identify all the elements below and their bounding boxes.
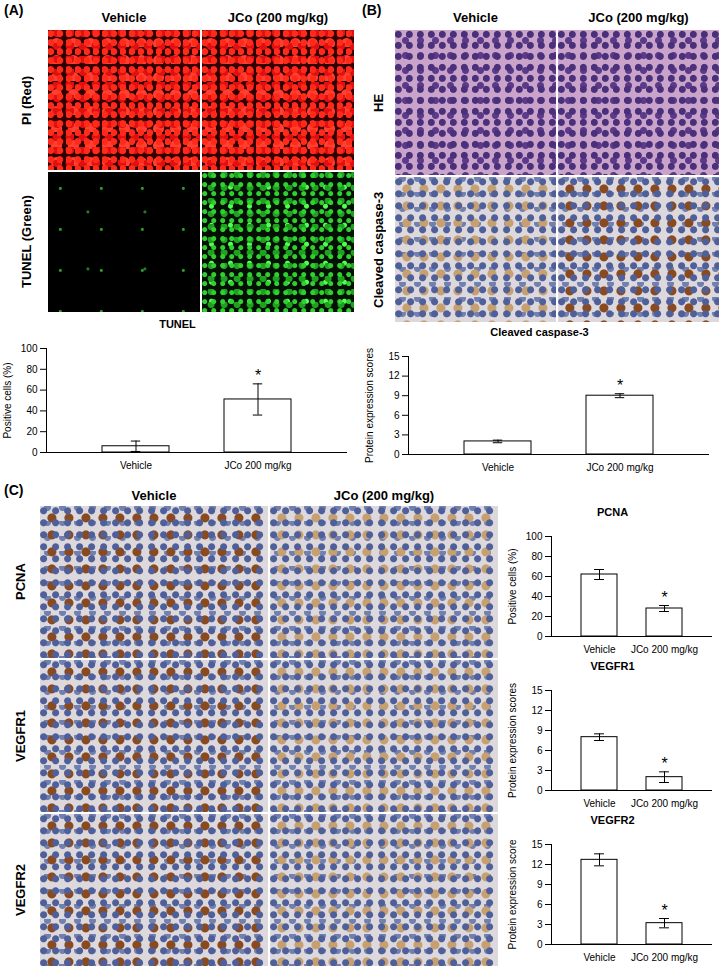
svg-text:*: *: [661, 589, 667, 606]
html-text:(C): (C): [4, 482, 24, 498]
html-text:JCo (200 mg/kg): JCo (200 mg/kg): [588, 10, 689, 25]
svg-text:9: 9: [537, 725, 543, 736]
html-text:HE: HE: [370, 93, 386, 112]
svg-text:12: 12: [531, 859, 543, 870]
html-text:PCNA: PCNA: [12, 563, 28, 601]
html-text:PCNA: PCNA: [596, 506, 629, 518]
svg-text:Vehicle: Vehicle: [583, 644, 616, 655]
svg-text:Protein expression scores: Protein expression scores: [364, 348, 375, 463]
svg-text:0: 0: [537, 785, 543, 796]
html-text:VEGFR2: VEGFR2: [12, 864, 28, 916]
svg-text:20: 20: [26, 426, 38, 437]
svg-text:Positive cells (%): Positive cells (%): [2, 362, 13, 438]
html-text:TUNEL: TUNEL: [159, 318, 196, 330]
svg-text:Positive cells (%): Positive cells (%): [507, 548, 518, 624]
html-text:TUNEL (Green): TUNEL (Green): [18, 195, 34, 289]
svg-text:9: 9: [394, 390, 400, 401]
svg-text:Vehicle: Vehicle: [583, 952, 616, 963]
svg-text:0: 0: [394, 449, 400, 460]
svg-text:60: 60: [26, 384, 38, 395]
html-text:VEGFR2: VEGFR2: [590, 814, 635, 826]
svg-text:0: 0: [537, 631, 543, 642]
html-text:Cleaved caspase-3: Cleaved caspase-3: [490, 326, 589, 338]
svg-text:JCo 200 mg/kg: JCo 200 mg/kg: [586, 462, 653, 473]
svg-text:100: 100: [526, 531, 543, 542]
svg-text:100: 100: [21, 343, 38, 354]
svg-text:Protein expression scores: Protein expression scores: [507, 683, 518, 798]
html-text:(A): (A): [4, 2, 24, 18]
svg-text:12: 12: [388, 370, 400, 381]
svg-text:3: 3: [537, 919, 543, 930]
svg-text:Vehicle: Vehicle: [583, 798, 616, 809]
svg-text:15: 15: [531, 839, 543, 850]
svg-text:JCo 200 mg/kg: JCo 200 mg/kg: [631, 644, 698, 655]
svg-text:40: 40: [26, 405, 38, 416]
html-text:(B): (B): [362, 2, 382, 18]
html-text:VEGFR1: VEGFR1: [590, 660, 635, 672]
svg-text:6: 6: [537, 899, 543, 910]
svg-text:*: *: [661, 902, 667, 919]
svg-text:9: 9: [537, 879, 543, 890]
html-text:JCo (200 mg/kg): JCo (200 mg/kg): [333, 488, 435, 503]
svg-text:*: *: [661, 755, 667, 772]
html-text:Vehicle: Vehicle: [131, 488, 177, 503]
svg-text:JCo 200 mg/kg: JCo 200 mg/kg: [224, 460, 291, 471]
svg-text:60: 60: [531, 571, 543, 582]
html-text:Vehicle: Vehicle: [101, 10, 147, 25]
svg-text:0: 0: [32, 447, 38, 458]
svg-text:15: 15: [531, 685, 543, 696]
svg-text:Vehicle: Vehicle: [482, 462, 515, 473]
svg-text:JCo 200 mg/kg: JCo 200 mg/kg: [631, 952, 698, 963]
svg-text:12: 12: [531, 705, 543, 716]
svg-text:6: 6: [537, 745, 543, 756]
html-text:JCo (200 mg/kg): JCo (200 mg/kg): [227, 10, 329, 25]
svg-text:*: *: [255, 367, 261, 384]
svg-text:40: 40: [531, 591, 543, 602]
svg-text:20: 20: [531, 611, 543, 622]
html-text:Cleaved caspase-3: Cleaved caspase-3: [370, 191, 386, 308]
svg-text:80: 80: [531, 551, 543, 562]
svg-text:Protein expression score: Protein expression score: [507, 839, 518, 949]
svg-text:80: 80: [26, 364, 38, 375]
svg-text:6: 6: [394, 410, 400, 421]
svg-text:Vehicle: Vehicle: [120, 460, 153, 471]
html-text:VEGFR1: VEGFR1: [12, 710, 28, 762]
svg-text:15: 15: [388, 351, 400, 362]
svg-text:JCo 200 mg/kg: JCo 200 mg/kg: [631, 798, 698, 809]
svg-text:3: 3: [537, 765, 543, 776]
html-text:PI (Red): PI (Red): [18, 75, 34, 125]
svg-text:0: 0: [537, 939, 543, 950]
html-text:Vehicle: Vehicle: [453, 10, 498, 25]
svg-text:*: *: [617, 377, 623, 394]
svg-text:3: 3: [394, 429, 400, 440]
